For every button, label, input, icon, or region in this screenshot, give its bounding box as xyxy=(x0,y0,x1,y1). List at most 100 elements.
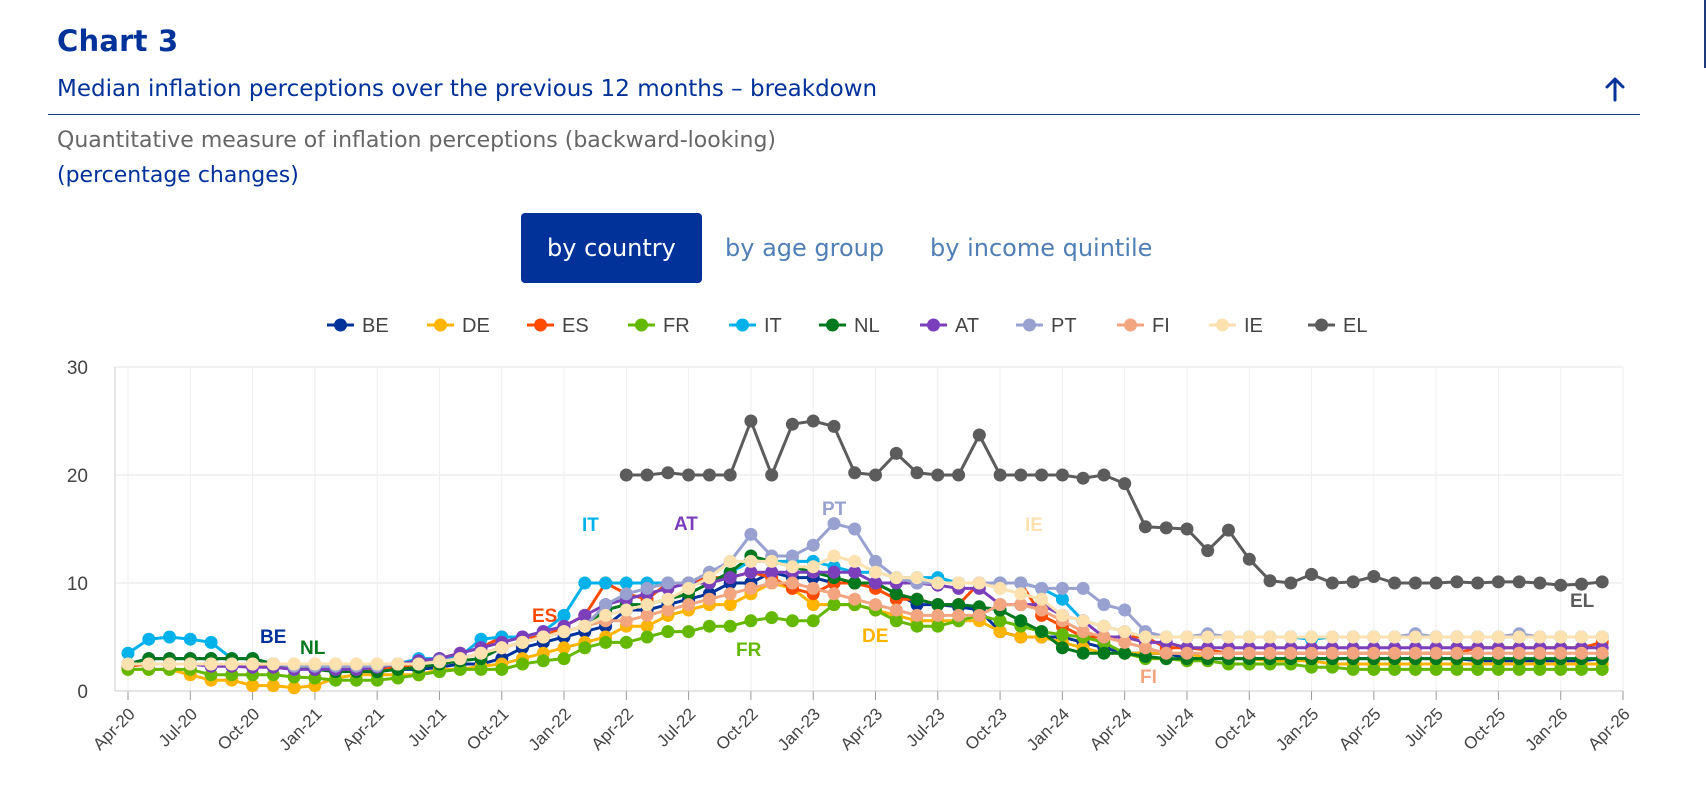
data-point[interactable] xyxy=(619,576,633,590)
data-point[interactable] xyxy=(412,657,426,671)
data-point[interactable] xyxy=(1076,471,1090,485)
data-point[interactable] xyxy=(1035,592,1049,606)
data-point[interactable] xyxy=(1595,630,1609,644)
data-point[interactable] xyxy=(495,662,509,676)
data-point[interactable] xyxy=(1491,630,1505,644)
data-point[interactable] xyxy=(557,625,571,639)
data-point[interactable] xyxy=(952,468,966,482)
data-point[interactable] xyxy=(1180,630,1194,644)
data-point[interactable] xyxy=(287,657,301,671)
data-point[interactable] xyxy=(1408,576,1422,590)
data-point[interactable] xyxy=(1533,662,1547,676)
data-point[interactable] xyxy=(1055,641,1069,655)
data-point[interactable] xyxy=(765,565,779,579)
data-point[interactable] xyxy=(1035,625,1049,639)
data-point[interactable] xyxy=(1035,603,1049,617)
data-point[interactable] xyxy=(993,598,1007,612)
data-point[interactable] xyxy=(121,657,135,671)
data-point[interactable] xyxy=(1159,521,1173,535)
data-point[interactable] xyxy=(1201,544,1215,558)
data-point[interactable] xyxy=(848,554,862,568)
data-point[interactable] xyxy=(1118,635,1132,649)
data-point[interactable] xyxy=(619,587,633,601)
data-point[interactable] xyxy=(723,554,737,568)
data-point[interactable] xyxy=(1014,587,1028,601)
data-point[interactable] xyxy=(1118,603,1132,617)
data-point[interactable] xyxy=(453,652,467,666)
data-point[interactable] xyxy=(827,549,841,563)
data-point[interactable] xyxy=(661,603,675,617)
data-point[interactable] xyxy=(1325,646,1339,660)
data-point[interactable] xyxy=(599,608,613,622)
data-point[interactable] xyxy=(599,576,613,590)
data-point[interactable] xyxy=(702,571,716,585)
data-point[interactable] xyxy=(702,619,716,633)
data-point[interactable] xyxy=(889,571,903,585)
data-point[interactable] xyxy=(266,657,280,671)
data-point[interactable] xyxy=(723,598,737,612)
data-point[interactable] xyxy=(931,598,945,612)
data-point[interactable] xyxy=(1429,576,1443,590)
data-point[interactable] xyxy=(619,614,633,628)
data-point[interactable] xyxy=(536,654,550,668)
data-point[interactable] xyxy=(1346,662,1360,676)
data-point[interactable] xyxy=(1014,468,1028,482)
data-point[interactable] xyxy=(287,681,301,695)
data-point[interactable] xyxy=(1471,576,1485,590)
data-point[interactable] xyxy=(910,619,924,633)
data-point[interactable] xyxy=(848,576,862,590)
data-point[interactable] xyxy=(599,598,613,612)
data-point[interactable] xyxy=(1242,630,1256,644)
data-point[interactable] xyxy=(495,641,509,655)
data-point[interactable] xyxy=(557,608,571,622)
data-point[interactable] xyxy=(163,657,176,671)
data-point[interactable] xyxy=(1533,576,1547,590)
data-point[interactable] xyxy=(765,611,779,625)
data-point[interactable] xyxy=(744,614,758,628)
legend-item-es[interactable]: ES xyxy=(527,315,589,337)
data-point[interactable] xyxy=(640,608,654,622)
data-point[interactable] xyxy=(993,581,1007,595)
data-point[interactable] xyxy=(1554,646,1568,660)
data-point[interactable] xyxy=(1097,598,1111,612)
data-point[interactable] xyxy=(682,598,696,612)
data-point[interactable] xyxy=(1014,598,1028,612)
data-point[interactable] xyxy=(723,468,737,482)
data-point[interactable] xyxy=(142,657,156,671)
data-point[interactable] xyxy=(1305,567,1318,581)
data-point[interactable] xyxy=(1180,522,1194,536)
data-point[interactable] xyxy=(1263,630,1277,644)
data-point[interactable] xyxy=(142,632,156,646)
data-point[interactable] xyxy=(1055,592,1069,606)
data-point[interactable] xyxy=(1159,646,1173,660)
data-point[interactable] xyxy=(1388,646,1402,660)
tab-by-age-group[interactable]: by age group xyxy=(725,234,885,262)
data-point[interactable] xyxy=(578,576,592,590)
data-point[interactable] xyxy=(661,576,675,590)
data-point[interactable] xyxy=(785,560,799,574)
data-point[interactable] xyxy=(910,571,924,585)
data-point[interactable] xyxy=(765,468,779,482)
data-point[interactable] xyxy=(1450,630,1464,644)
data-point[interactable] xyxy=(474,662,488,676)
data-point[interactable] xyxy=(1076,625,1090,639)
data-point[interactable] xyxy=(1138,641,1152,655)
data-point[interactable] xyxy=(682,625,696,639)
data-point[interactable] xyxy=(869,598,882,612)
data-point[interactable] xyxy=(744,527,758,541)
data-point[interactable] xyxy=(1097,630,1111,644)
data-point[interactable] xyxy=(972,428,986,442)
data-point[interactable] xyxy=(1180,646,1194,660)
data-point[interactable] xyxy=(121,646,135,660)
data-point[interactable] xyxy=(1471,646,1485,660)
data-point[interactable] xyxy=(744,554,758,568)
data-point[interactable] xyxy=(1076,581,1090,595)
data-point[interactable] xyxy=(1263,574,1277,588)
data-point[interactable] xyxy=(889,587,903,601)
data-point[interactable] xyxy=(1159,630,1173,644)
legend-item-fi[interactable]: FI xyxy=(1117,315,1170,337)
data-point[interactable] xyxy=(1118,625,1132,639)
data-point[interactable] xyxy=(931,468,945,482)
data-point[interactable] xyxy=(516,657,529,671)
legend-item-nl[interactable]: NL xyxy=(819,315,880,337)
